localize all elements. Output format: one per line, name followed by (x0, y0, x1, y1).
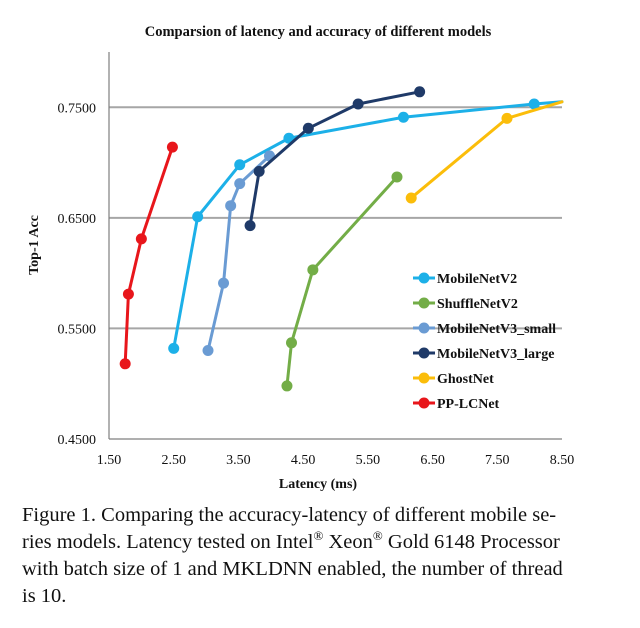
data-point-pp-lcnet (119, 358, 131, 370)
caption-line-2a: ries models. Latency tested on Intel (22, 531, 314, 553)
data-point-mobilenetv3-large (302, 122, 314, 134)
registered-mark: ® (313, 528, 324, 544)
x-axis-label: Latency (ms) (279, 477, 357, 492)
legend-label: MobileNetV3_small (437, 322, 556, 337)
legend-label: MobileNetV2 (437, 272, 517, 287)
caption-line-2b: Xeon (323, 531, 373, 553)
legend-label: ShuffleNetV2 (437, 297, 518, 312)
legend-swatch-marker (418, 322, 430, 334)
series-line-pp-lcnet (123, 145, 174, 366)
caption-line-4: is 10. (22, 585, 67, 607)
legend-item-mobilenetv3-large: MobileNetV3_large (413, 347, 554, 362)
legend-label: PP-LCNet (437, 397, 500, 412)
data-point-mobilenetv3-large (244, 220, 256, 232)
legend-item-pp-lcnet: PP-LCNet (413, 397, 500, 412)
caption-line-1: Figure 1. Comparing the accuracy-latency… (22, 504, 557, 526)
series-layer (119, 86, 564, 392)
data-point-mobilenetv3-small (225, 200, 237, 212)
series-mobilenetv2 (168, 98, 564, 354)
legend-swatch-marker (418, 272, 430, 284)
series-shufflenetv2 (281, 171, 403, 392)
data-point-mobilenetv3-large (352, 98, 364, 110)
data-point-mobilenetv3-large (253, 165, 265, 177)
legend-swatch-marker (418, 297, 430, 309)
y-tick-label: 0.4500 (58, 433, 97, 448)
series-line-ghostnet (409, 100, 564, 200)
data-point-shufflenetv2 (307, 264, 319, 276)
figure-caption: Figure 1. Comparing the accuracy-latency… (22, 502, 622, 610)
data-point-ghostnet (405, 192, 417, 204)
data-point-pp-lcnet (135, 233, 147, 245)
tick-labels: 1.50 2.50 3.50 4.50 5.50 6.50 7.50 8.50 0.4500 0.… (58, 101, 575, 468)
data-point-mobilenetv2 (528, 98, 540, 110)
data-point-mobilenetv3-large (414, 86, 426, 98)
x-tick-label: 7.50 (485, 453, 510, 468)
series-ghostnet (405, 100, 564, 204)
legend: MobileNetV2 ShuffleNetV2 MobileNetV3_small… (413, 272, 556, 412)
series-line-mobilenetv3-large (248, 90, 422, 228)
series-line-shufflenetv2 (285, 175, 399, 388)
legend-swatch-marker (418, 372, 430, 384)
y-tick-label: 0.5500 (58, 322, 97, 337)
data-point-mobilenetv2 (234, 159, 246, 171)
data-point-mobilenetv3-small (234, 178, 246, 190)
series-pp-lcnet (119, 141, 178, 370)
series-mobilenetv3-large (244, 86, 426, 232)
x-tick-label: 6.50 (420, 453, 445, 468)
chart-title: Comparsion of latency and accuracy of di… (145, 24, 492, 40)
data-point-shufflenetv2 (391, 171, 403, 183)
legend-item-mobilenetv3-small: MobileNetV3_small (413, 322, 556, 337)
x-tick-label: 2.50 (161, 453, 186, 468)
x-tick-label: 4.50 (291, 453, 316, 468)
data-point-ghostnet (501, 112, 513, 124)
data-point-mobilenetv2 (168, 342, 180, 354)
gridlines (109, 106, 562, 330)
y-tick-label: 0.7500 (58, 101, 97, 116)
legend-item-shufflenetv2: ShuffleNetV2 (413, 297, 518, 312)
data-point-mobilenetv2 (192, 211, 204, 223)
legend-label: GhostNet (437, 372, 494, 387)
x-tick-label: 8.50 (550, 453, 575, 468)
legend-swatch-marker (418, 347, 430, 359)
axes (108, 52, 562, 440)
legend-swatch-marker (418, 397, 430, 409)
data-point-mobilenetv3-small (218, 277, 230, 289)
latency-accuracy-chart: Comparsion of latency and accuracy of di… (27, 24, 575, 492)
y-axis-label: Top-1 Acc (27, 215, 42, 275)
data-point-mobilenetv3-small (202, 345, 214, 357)
x-tick-label: 3.50 (226, 453, 251, 468)
x-tick-label: 5.50 (356, 453, 381, 468)
legend-item-mobilenetv2: MobileNetV2 (413, 272, 517, 287)
legend-label: MobileNetV3_large (437, 347, 554, 362)
caption-line-3: with batch size of 1 and MKLDNN enabled,… (22, 558, 563, 580)
registered-mark: ® (372, 528, 383, 544)
x-tick-label: 1.50 (97, 453, 122, 468)
data-point-mobilenetv2 (397, 111, 409, 123)
series-mobilenetv3-small (202, 150, 275, 357)
data-point-pp-lcnet (166, 141, 178, 153)
y-tick-label: 0.6500 (58, 212, 97, 227)
legend-item-ghostnet: GhostNet (413, 372, 494, 387)
data-point-shufflenetv2 (281, 380, 293, 392)
caption-line-2c: Gold 6148 Processor (382, 531, 560, 553)
data-point-pp-lcnet (122, 288, 134, 300)
data-point-shufflenetv2 (285, 337, 297, 349)
